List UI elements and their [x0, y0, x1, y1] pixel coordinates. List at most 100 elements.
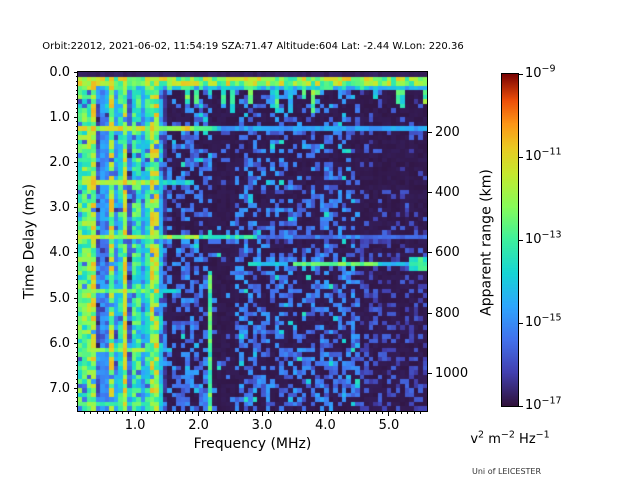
x-minor-tick [96, 412, 98, 414]
x-minor-tick [147, 412, 149, 414]
x-minor-tick [248, 412, 250, 414]
x-tick-label: 1.0 [124, 418, 146, 433]
y-minor-tick [75, 184, 78, 186]
y-tick-label: 4.0 [49, 245, 70, 261]
y-minor-tick [75, 279, 78, 281]
y2-tick-label: 1000 [435, 366, 469, 382]
y-minor-tick [75, 85, 78, 87]
x-minor-tick [305, 412, 307, 414]
x-minor-tick [255, 412, 257, 414]
x-minor-tick [344, 412, 345, 414]
y-major-tick [74, 252, 78, 254]
y-minor-tick [75, 256, 78, 258]
y-minor-tick [75, 80, 78, 82]
y-minor-tick [75, 179, 78, 181]
y-minor-tick [75, 225, 78, 227]
x-minor-tick [83, 412, 85, 414]
x-major-tick [134, 412, 136, 416]
colorbar-tick-label: 10−11 [525, 146, 562, 164]
y-minor-tick [75, 311, 78, 313]
y-minor-tick [75, 306, 78, 308]
y-minor-tick [75, 356, 78, 358]
y-tick-label: 1.0 [49, 109, 70, 125]
spectrogram-heatmap [78, 72, 427, 411]
y-minor-tick [75, 193, 78, 195]
x-minor-tick [337, 412, 339, 414]
x-minor-tick [350, 412, 352, 414]
y-minor-tick [75, 243, 78, 245]
y-minor-tick [75, 261, 78, 263]
x-tick-label: 4.0 [315, 418, 336, 433]
x-major-tick [261, 412, 263, 416]
x-tick-label: 5.0 [378, 418, 400, 433]
y-minor-tick [75, 234, 78, 236]
y-minor-tick [75, 378, 78, 380]
y-minor-tick [75, 152, 78, 154]
x-minor-tick [172, 412, 174, 414]
x-minor-tick [318, 412, 320, 414]
y-major-tick [74, 71, 78, 73]
x-minor-tick [128, 412, 130, 414]
y-minor-tick [75, 94, 78, 96]
x-minor-tick [299, 412, 301, 414]
colorbar-unit-label: v2 m−2 Hz−1 [440, 429, 580, 447]
x-major-tick [324, 412, 326, 416]
colorbar-tick [519, 322, 523, 324]
x-minor-tick [204, 412, 206, 414]
x-minor-tick [229, 412, 231, 414]
y-minor-tick [75, 401, 78, 403]
y-tick-label: 5.0 [49, 290, 70, 306]
colorbar-tick-label: 10−15 [525, 312, 562, 330]
y-minor-tick [75, 202, 78, 204]
x-minor-tick [274, 412, 276, 414]
y-minor-tick [75, 383, 78, 385]
x-minor-tick [363, 412, 365, 414]
colorbar-tick-label: 10−9 [525, 63, 556, 81]
x-minor-tick [382, 412, 384, 414]
y-minor-tick [75, 216, 78, 218]
colorbar-tick [519, 239, 523, 241]
y-minor-tick [75, 333, 78, 335]
unit-exponent: −2 [500, 429, 515, 441]
x-minor-tick [394, 412, 396, 414]
y-minor-tick [75, 302, 78, 304]
y-minor-tick [75, 107, 78, 109]
colorbar-tick-label: 10−13 [525, 229, 562, 247]
y-tick-label: 0.0 [49, 64, 70, 80]
y-minor-tick [75, 338, 78, 340]
y-minor-tick [75, 211, 78, 213]
y2-tick [428, 252, 432, 254]
y-minor-tick [75, 283, 78, 285]
x-minor-tick [166, 412, 168, 414]
x-minor-tick [356, 412, 358, 414]
y2-tick [428, 192, 432, 194]
y-major-tick [74, 387, 78, 389]
y-minor-tick [75, 229, 78, 231]
colorbar-frame [501, 73, 519, 407]
y-axis-label: Time Delay (ms) [21, 183, 38, 300]
y-minor-tick [75, 189, 78, 191]
y-minor-tick [75, 329, 78, 331]
y-minor-tick [75, 324, 78, 326]
x-minor-tick [420, 412, 422, 414]
y-minor-tick [75, 351, 78, 353]
y-major-tick [74, 297, 78, 299]
y-minor-tick [75, 292, 78, 294]
y-minor-tick [75, 130, 78, 132]
x-minor-tick [267, 412, 269, 414]
y-minor-tick [75, 121, 78, 123]
x-minor-tick [413, 412, 415, 414]
x-tick-label: 2.0 [188, 418, 209, 433]
unit-exponent: 2 [478, 429, 485, 441]
x-minor-tick [115, 412, 117, 414]
x-minor-tick [401, 412, 403, 414]
x-minor-tick [102, 412, 104, 414]
unit-part: Hz [514, 432, 536, 447]
x-minor-tick [223, 412, 225, 414]
y-minor-tick [75, 369, 78, 371]
x-minor-tick [153, 412, 155, 414]
x-axis-label: Frequency (MHz) [193, 436, 312, 452]
unit-exponent: −1 [535, 429, 550, 441]
y-tick-label: 7.0 [49, 380, 70, 396]
